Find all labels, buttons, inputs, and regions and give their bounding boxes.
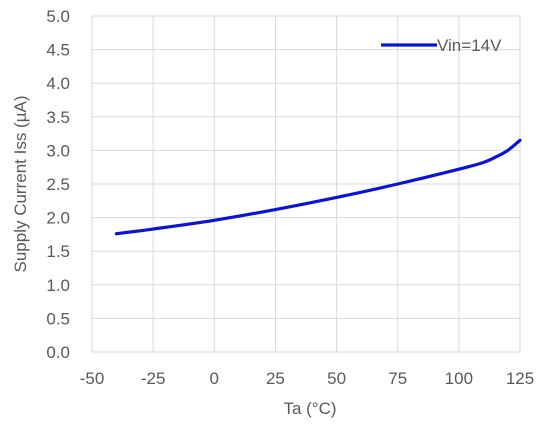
x-tick-label: 50 (327, 369, 346, 388)
y-tick-label: 4.5 (46, 41, 70, 60)
x-tick-label: 100 (445, 369, 473, 388)
plot-frame (91, 15, 521, 353)
x-tick-labels: -50 -25 0 25 50 75 100 125 (80, 369, 534, 388)
x-tick-label: 25 (266, 369, 285, 388)
y-tick-label: 3.5 (46, 108, 70, 127)
x-axis-title: Ta (°C) (283, 399, 336, 418)
series-line-vin14v (114, 138, 522, 236)
legend: Vin=14V (381, 36, 502, 55)
y-tick-label: 2.0 (46, 209, 70, 228)
y-tick-label: 2.5 (46, 175, 70, 194)
x-tick-label: 125 (506, 369, 534, 388)
legend-label-vin14v: Vin=14V (437, 36, 502, 55)
y-tick-label: 5.0 (46, 7, 70, 26)
x-tick-label: -25 (141, 369, 166, 388)
y-tick-label: 1.0 (46, 276, 70, 295)
y-tick-labels: 0.0 0.5 1.0 1.5 2.0 2.5 3.0 3.5 4.0 4.5 5.0 (46, 7, 70, 362)
y-tick-label: 3.0 (46, 141, 70, 160)
y-tick-label: 0.5 (46, 309, 70, 328)
x-tick-label: 75 (388, 369, 407, 388)
y-tick-label: 0.0 (46, 343, 70, 362)
y-tick-label: 1.5 (46, 242, 70, 261)
x-tick-label: 0 (210, 369, 219, 388)
y-tick-label: 4.0 (46, 74, 70, 93)
plot-area-border (91, 15, 521, 353)
series-layer (114, 138, 522, 236)
grid (91, 15, 521, 353)
x-tick-label: -50 (80, 369, 105, 388)
y-axis-title: Supply Current Iss (µA) (11, 95, 30, 272)
